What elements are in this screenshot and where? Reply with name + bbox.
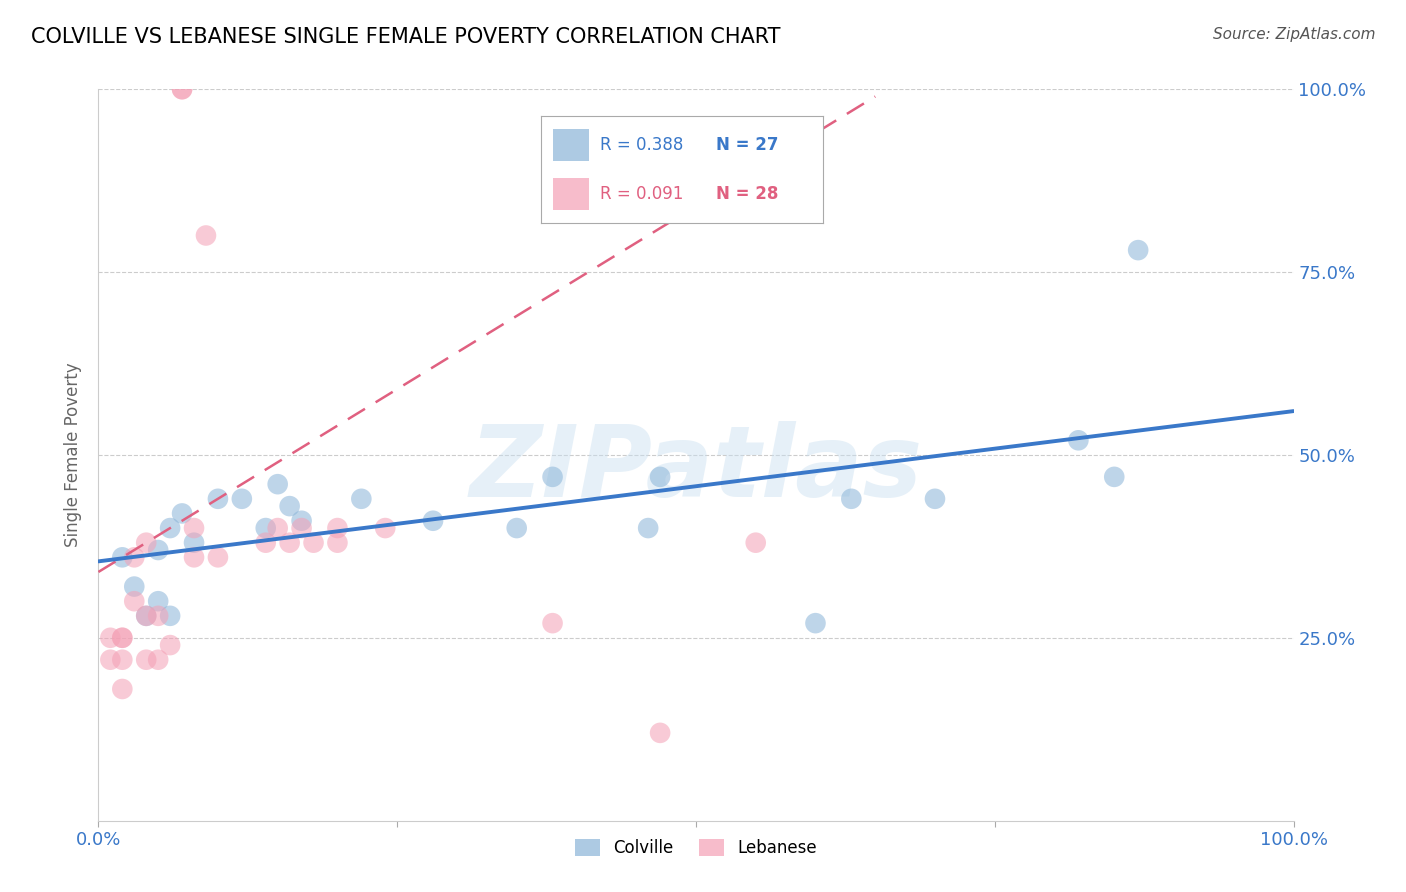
- Text: Source: ZipAtlas.com: Source: ZipAtlas.com: [1212, 27, 1375, 42]
- Point: [98, 631, 122, 645]
- Point: [172, 82, 194, 96]
- Point: [172, 82, 194, 96]
- Point: [111, 631, 134, 645]
- Point: [350, 491, 373, 506]
- Text: COLVILLE VS LEBANESE SINGLE FEMALE POVERTY CORRELATION CHART: COLVILLE VS LEBANESE SINGLE FEMALE POVER…: [31, 27, 780, 46]
- Point: [111, 681, 134, 696]
- Point: [745, 535, 768, 549]
- Point: [326, 535, 349, 549]
- Y-axis label: Single Female Poverty: Single Female Poverty: [65, 363, 83, 547]
- Point: [124, 550, 146, 565]
- Point: [135, 653, 157, 667]
- Point: [278, 535, 301, 549]
- Point: [148, 594, 170, 608]
- Point: [183, 521, 205, 535]
- Point: [207, 491, 229, 506]
- Point: [135, 608, 157, 623]
- Text: N = 28: N = 28: [716, 186, 778, 203]
- Text: N = 27: N = 27: [716, 136, 778, 153]
- Point: [267, 477, 290, 491]
- Point: [111, 631, 134, 645]
- Point: [254, 535, 277, 549]
- Point: [302, 535, 325, 549]
- Point: [207, 550, 229, 565]
- Point: [183, 535, 205, 549]
- Point: [506, 521, 529, 535]
- Point: [231, 491, 253, 506]
- Point: [648, 470, 672, 484]
- Text: R = 0.091: R = 0.091: [600, 186, 683, 203]
- Point: [254, 521, 277, 535]
- Point: [326, 521, 349, 535]
- Text: R = 0.388: R = 0.388: [600, 136, 683, 153]
- Point: [267, 521, 290, 535]
- Point: [195, 228, 218, 243]
- Point: [124, 594, 146, 608]
- Point: [541, 470, 564, 484]
- Point: [148, 543, 170, 558]
- Point: [278, 499, 301, 513]
- Point: [159, 638, 181, 652]
- Point: [291, 514, 314, 528]
- Point: [172, 507, 194, 521]
- Legend: Colville, Lebanese: Colville, Lebanese: [568, 832, 824, 863]
- Text: ZIPatlas: ZIPatlas: [470, 421, 922, 518]
- Point: [924, 491, 946, 506]
- Point: [291, 521, 314, 535]
- Point: [804, 616, 827, 631]
- Point: [841, 491, 863, 506]
- Point: [135, 535, 157, 549]
- Point: [1128, 243, 1150, 257]
- Point: [422, 514, 444, 528]
- Point: [648, 726, 672, 740]
- Point: [1104, 470, 1126, 484]
- Point: [135, 608, 157, 623]
- Point: [148, 653, 170, 667]
- Bar: [553, 128, 589, 161]
- Point: [374, 521, 396, 535]
- Point: [111, 550, 134, 565]
- Point: [159, 608, 181, 623]
- Point: [1067, 434, 1090, 448]
- Point: [183, 550, 205, 565]
- Point: [124, 580, 146, 594]
- Point: [159, 521, 181, 535]
- Point: [148, 608, 170, 623]
- Point: [111, 653, 134, 667]
- Bar: [553, 178, 589, 211]
- Point: [541, 616, 564, 631]
- Point: [637, 521, 659, 535]
- Point: [98, 653, 122, 667]
